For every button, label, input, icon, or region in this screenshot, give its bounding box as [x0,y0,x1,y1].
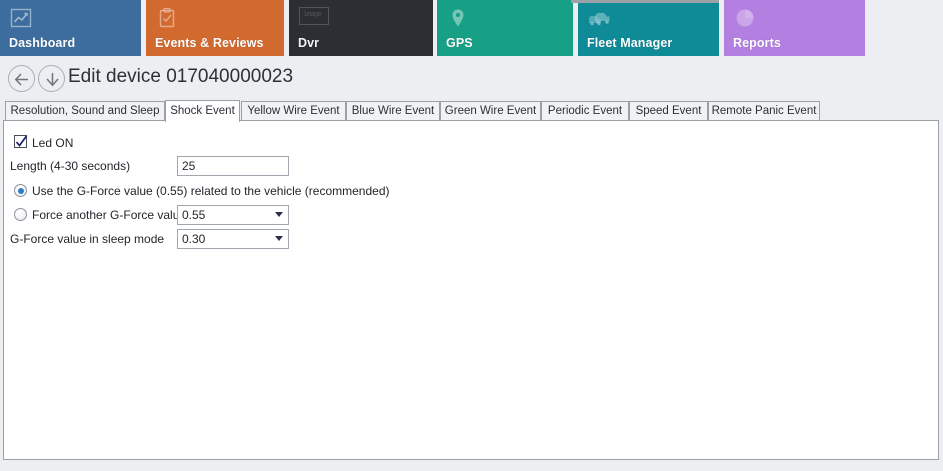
length-label: Length (4-30 seconds) [10,159,131,173]
nav-label-gps: GPS [446,36,473,50]
nav-tile-dvr[interactable]: image Dvr [289,0,433,56]
tab-speed-event[interactable]: Speed Event [629,101,708,121]
tab-shock-event[interactable]: Shock Event [165,100,240,122]
chevron-down-icon [275,236,283,241]
chevron-down-icon [275,212,283,217]
checkmark-icon [15,135,28,147]
led-on-label: Led ON [32,136,74,150]
sleep-gforce-select[interactable]: 0.30 [177,229,289,249]
nav-label-dvr: Dvr [298,36,320,50]
tab-resolution-sound-and-sleep[interactable]: Resolution, Sound and Sleep [5,101,165,121]
tab-strip: Resolution, Sound and Sleep Shock Event … [3,100,941,122]
map-pin-icon [447,7,469,29]
length-input[interactable] [177,156,289,176]
dvr-icon-glyph-text: image [303,11,322,19]
arrow-down-circle-icon [46,73,59,87]
form-row-length: Length (4-30 seconds) [4,155,938,177]
sleep-gforce-value: 0.30 [182,232,206,246]
nav-tile-reports[interactable]: Reports [724,0,865,56]
tab-yellow-wire-event[interactable]: Yellow Wire Event [241,101,346,121]
nav-tile-events-and-reviews[interactable]: Events & Reviews [146,0,284,56]
tab-remote-panic-event[interactable]: Remote Panic Event [708,101,820,121]
form-row-sleep-gforce: G-Force value in sleep mode 0.30 [4,228,938,250]
page-title: Edit device 017040000023 [68,66,294,87]
dvr-broken-image-icon: image [299,7,329,29]
chart-line-icon [10,7,32,29]
force-gforce-select[interactable]: 0.55 [177,205,289,225]
download-button[interactable] [38,65,65,92]
tab-green-wire-event[interactable]: Green Wire Event [440,101,541,121]
nav-tile-fleet-manager[interactable]: Fleet Manager [578,0,719,56]
vehicles-icon [588,7,610,29]
back-button[interactable] [8,65,35,92]
sleep-gforce-label: G-Force value in sleep mode [10,232,165,246]
force-gforce-radio[interactable] [14,208,27,221]
form-row-use-vehicle-gforce: Use the G-Force value (0.55) related to … [4,180,938,202]
led-on-checkbox[interactable] [14,135,28,148]
nav-label-fleet-manager: Fleet Manager [587,36,673,50]
nav-label-dashboard: Dashboard [9,36,76,50]
form-row-led-on: Led ON [4,132,938,154]
force-gforce-label: Force another G-Force value [32,208,187,222]
nav-tile-gps[interactable]: GPS [437,0,573,56]
use-vehicle-gforce-label: Use the G-Force value (0.55) related to … [32,184,390,198]
nav-label-events-and-reviews: Events & Reviews [155,36,264,50]
tab-blue-wire-event[interactable]: Blue Wire Event [346,101,440,121]
force-gforce-value: 0.55 [182,208,206,222]
top-navigation-bar: Dashboard Events & Reviews image Dvr GPS [0,0,943,56]
nav-active-indicator [571,0,719,3]
arrow-left-circle-icon [14,73,28,86]
tab-periodic-event[interactable]: Periodic Event [541,101,629,121]
nav-label-reports: Reports [733,36,781,50]
clipboard-check-icon [156,7,178,29]
page-header: Edit device 017040000023 [0,56,943,100]
pie-chart-icon [734,7,756,29]
use-vehicle-gforce-radio[interactable] [14,184,27,197]
form-row-force-gforce: Force another G-Force value 0.55 [4,204,938,226]
nav-tile-dashboard[interactable]: Dashboard [0,0,141,56]
shock-event-form-panel: Led ON Length (4-30 seconds) Use the G-F… [3,120,939,460]
